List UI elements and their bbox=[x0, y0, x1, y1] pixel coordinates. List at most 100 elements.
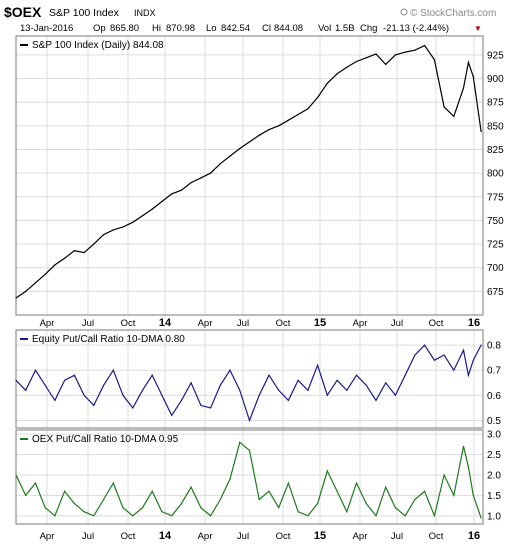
equity-data-point bbox=[297, 379, 299, 381]
price-data-point bbox=[394, 54, 396, 56]
price-legend-title: S&P 100 Index (Daily) 844.08 bbox=[32, 40, 164, 51]
price-data-point bbox=[103, 234, 105, 236]
brand-text: © StockCharts.com bbox=[410, 8, 496, 19]
equity-data-point bbox=[287, 399, 289, 401]
equity-panel-frame bbox=[15, 329, 484, 429]
equity-data-point bbox=[180, 399, 182, 401]
price-data-point bbox=[210, 172, 212, 174]
oex-panel-frame bbox=[15, 429, 484, 525]
oex-panel: 1.0 1.5 2.0 2.5 3.0 OEX Put/Call Ratio 10-DMA… bbox=[15, 429, 501, 525]
price-data-point bbox=[297, 113, 299, 116]
equity-data-point bbox=[83, 394, 85, 396]
price-data-point bbox=[190, 182, 192, 184]
oex-data-point bbox=[210, 515, 212, 517]
equity-data-point bbox=[219, 384, 221, 386]
equity-data-point bbox=[161, 394, 163, 396]
price-data-point bbox=[317, 96, 319, 99]
x-tick-label-bottom: 14 bbox=[159, 530, 172, 542]
change-down-arrow-icon: ▼ bbox=[474, 24, 482, 33]
open-value: 865.80 bbox=[110, 23, 139, 34]
change-value: -21.13 (-2.44%) bbox=[383, 23, 449, 34]
price-data-point bbox=[180, 189, 182, 191]
equity-data-point bbox=[472, 359, 474, 361]
date-label: 13-Jan-2016 bbox=[20, 23, 73, 34]
x-tick-label: Apr bbox=[198, 318, 213, 329]
oex-data-point bbox=[93, 515, 95, 517]
equity-data-point bbox=[278, 389, 280, 391]
high-label: Hi bbox=[152, 23, 161, 34]
low-label: Lo bbox=[206, 23, 217, 34]
equity-data-point bbox=[93, 404, 95, 406]
price-data-point bbox=[219, 163, 221, 165]
equity-data-point bbox=[210, 407, 212, 409]
price-y-tick-label: 875 bbox=[487, 98, 504, 109]
price-data-point bbox=[83, 252, 85, 254]
equity-data-point bbox=[443, 354, 445, 356]
price-data-point bbox=[25, 290, 27, 292]
equity-data-point bbox=[25, 389, 27, 391]
price-y-tick-label: 900 bbox=[487, 74, 504, 85]
x-tick-label-bottom: Jul bbox=[82, 531, 94, 542]
oex-y-tick-label: 3.0 bbox=[487, 430, 501, 441]
equity-data-point bbox=[190, 382, 192, 384]
high-value: 870.98 bbox=[166, 23, 195, 34]
price-data-point bbox=[44, 273, 46, 275]
oex-data-point bbox=[171, 515, 173, 517]
oex-data-point bbox=[268, 490, 270, 492]
equity-data-point bbox=[336, 379, 338, 381]
equity-y-tick-label: 0.7 bbox=[487, 366, 501, 377]
price-data-point bbox=[93, 243, 95, 245]
equity-data-point bbox=[112, 369, 114, 371]
price-data-point bbox=[15, 297, 17, 299]
x-tick-label-bottom: Oct bbox=[429, 531, 444, 542]
price-data-point bbox=[453, 115, 455, 117]
equity-data-point bbox=[462, 349, 465, 351]
equity-data-point bbox=[307, 389, 309, 391]
equity-data-point bbox=[132, 407, 134, 409]
index-name: S&P 100 Index bbox=[49, 7, 120, 19]
oex-data-point bbox=[480, 517, 482, 519]
price-data-point bbox=[141, 215, 144, 217]
x-tick-label-bottom: 15 bbox=[314, 530, 326, 542]
equity-data-point bbox=[44, 384, 46, 386]
equity-data-point bbox=[73, 374, 75, 376]
x-tick-label: Apr bbox=[353, 318, 368, 329]
x-tick-label: Oct bbox=[121, 318, 136, 329]
oex-y-tick-label: 1.5 bbox=[487, 491, 501, 502]
equity-y-tick-label: 0.6 bbox=[487, 391, 501, 402]
oex-data-point bbox=[433, 515, 435, 517]
oex-data-point bbox=[414, 498, 416, 501]
price-data-point bbox=[433, 59, 435, 61]
price-data-point bbox=[424, 44, 426, 47]
equity-data-point bbox=[365, 384, 367, 386]
oex-data-point bbox=[317, 503, 319, 505]
price-data-point bbox=[346, 66, 348, 68]
price-data-point bbox=[132, 221, 134, 223]
price-data-point bbox=[258, 134, 260, 136]
x-tick-label-bottom: Apr bbox=[40, 531, 55, 542]
oex-data-point bbox=[385, 486, 387, 488]
equity-data-point bbox=[346, 389, 348, 391]
price-data-point bbox=[365, 57, 367, 59]
equity-data-point bbox=[355, 374, 358, 376]
equity-data-point bbox=[122, 394, 124, 396]
oex-data-point bbox=[467, 466, 469, 468]
oex-data-point bbox=[462, 445, 465, 447]
close-value: 844.08 bbox=[274, 23, 303, 34]
oex-series-line bbox=[15, 441, 482, 519]
price-data-point bbox=[64, 257, 66, 259]
x-tick-label-bottom: Apr bbox=[198, 531, 213, 542]
price-data-point bbox=[239, 147, 241, 150]
price-data-point bbox=[229, 155, 231, 157]
x-tick-label-bottom: Jul bbox=[237, 531, 249, 542]
equity-data-point bbox=[151, 374, 153, 376]
equity-data-point bbox=[171, 414, 173, 416]
oex-data-point bbox=[200, 507, 202, 509]
x-tick-label: Jul bbox=[82, 318, 94, 329]
x-tick-label: 14 bbox=[159, 317, 172, 329]
equity-data-point bbox=[141, 389, 144, 391]
x-tick-label-bottom: Jul bbox=[391, 531, 403, 542]
price-data-point bbox=[375, 53, 377, 55]
equity-data-point bbox=[64, 379, 66, 381]
